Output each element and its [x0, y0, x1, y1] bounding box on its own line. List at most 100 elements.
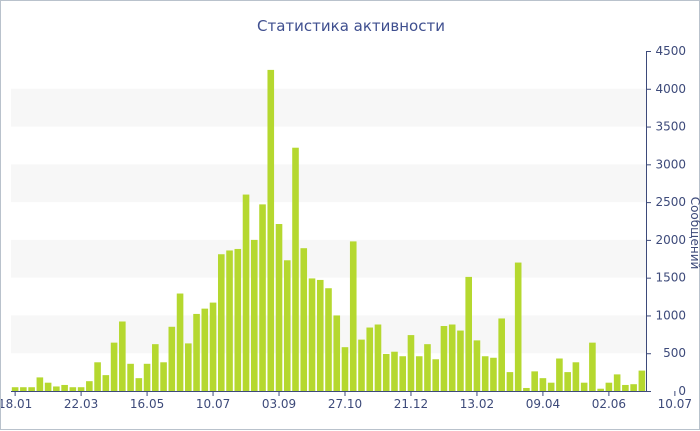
bar[interactable]	[597, 388, 604, 391]
bar[interactable]	[564, 372, 571, 391]
bar[interactable]	[267, 69, 275, 391]
y-tick-label: 3500	[655, 120, 686, 134]
bar[interactable]	[333, 315, 341, 391]
y-tick-label: 2500	[655, 195, 686, 209]
bar[interactable]	[473, 340, 481, 391]
bar[interactable]	[638, 370, 646, 391]
bar[interactable]	[358, 339, 365, 391]
y-axis-ticks: 0 500 1000 1500 2000 2500 3000 3500 4000 4500	[646, 44, 686, 398]
bar[interactable]	[605, 382, 613, 391]
y-tick-label: 4500	[655, 44, 686, 58]
x-tick-label: 13.02	[460, 397, 494, 411]
bar[interactable]	[193, 313, 200, 391]
x-tick-label: 10.07	[658, 397, 692, 411]
bar[interactable]	[382, 353, 390, 391]
bar[interactable]	[547, 382, 555, 391]
bar[interactable]	[234, 248, 242, 391]
bar[interactable]	[424, 344, 431, 391]
bar[interactable]	[152, 344, 159, 391]
bar[interactable]	[259, 204, 266, 391]
bar[interactable]	[69, 387, 77, 391]
x-axis-ticks: 18.01 22.03 16.05 10.07 03.09 27.10 21.12 13.02…	[1, 391, 692, 411]
bar[interactable]	[110, 342, 118, 391]
bar[interactable]	[176, 293, 184, 391]
x-tick-label: 10.07	[196, 397, 230, 411]
x-tick-label: 21.12	[394, 397, 428, 411]
y-tick-label: 500	[663, 346, 686, 360]
bar[interactable]	[53, 386, 60, 391]
bar[interactable]	[135, 378, 143, 391]
bar[interactable]	[77, 387, 85, 391]
bar[interactable]	[523, 387, 530, 391]
bar[interactable]	[250, 239, 258, 391]
bar[interactable]	[481, 356, 489, 391]
bar[interactable]	[160, 362, 167, 391]
bar[interactable]	[432, 359, 440, 391]
bar[interactable]	[185, 343, 192, 391]
bar[interactable]	[531, 371, 538, 391]
bar[interactable]	[86, 381, 93, 391]
bar[interactable]	[102, 375, 110, 391]
bar[interactable]	[399, 356, 407, 391]
bar[interactable]	[341, 347, 349, 391]
bar[interactable]	[168, 326, 176, 391]
x-tick-label: 03.09	[262, 397, 296, 411]
bar[interactable]	[242, 194, 250, 391]
bar[interactable]	[415, 356, 423, 391]
bar[interactable]	[514, 262, 522, 391]
bar[interactable]	[490, 357, 497, 391]
bar[interactable]	[201, 308, 209, 391]
bar[interactable]	[407, 335, 415, 391]
chart-title: Статистика активности	[257, 17, 445, 35]
x-tick-label: 18.01	[1, 397, 32, 411]
bar[interactable]	[94, 362, 101, 391]
bar[interactable]	[440, 326, 448, 391]
bar[interactable]	[127, 363, 134, 391]
y-tick-label: 0	[678, 384, 686, 398]
bar[interactable]	[589, 342, 596, 391]
bar[interactable]	[498, 318, 505, 391]
bar[interactable]	[506, 372, 514, 391]
bar[interactable]	[465, 276, 472, 391]
bar[interactable]	[374, 324, 382, 391]
bar[interactable]	[391, 351, 398, 391]
bar[interactable]	[572, 362, 580, 391]
x-tick-label: 09.04	[526, 397, 560, 411]
bar[interactable]	[630, 384, 637, 391]
bar[interactable]	[448, 324, 456, 391]
bar[interactable]	[613, 374, 621, 391]
bar[interactable]	[217, 254, 225, 391]
bar[interactable]	[622, 384, 629, 391]
bar[interactable]	[539, 378, 547, 391]
y-tick-label: 1500	[655, 271, 686, 285]
bar[interactable]	[36, 377, 44, 391]
bar[interactable]	[61, 384, 68, 391]
bar[interactable]	[325, 288, 332, 391]
bar[interactable]	[20, 387, 27, 391]
bar[interactable]	[580, 382, 588, 391]
bar[interactable]	[44, 382, 52, 391]
bar[interactable]	[226, 250, 233, 391]
bar[interactable]	[300, 248, 308, 391]
bar[interactable]	[349, 241, 357, 391]
x-tick-label: 27.10	[328, 397, 362, 411]
bar[interactable]	[556, 358, 563, 391]
bar[interactable]	[28, 387, 35, 391]
bar[interactable]	[457, 330, 464, 391]
x-tick-label: 22.03	[64, 397, 98, 411]
y-tick-label: 1000	[655, 308, 686, 322]
bar[interactable]	[366, 327, 374, 391]
bar[interactable]	[308, 278, 316, 391]
bar[interactable]	[283, 260, 291, 391]
bar[interactable]	[11, 387, 19, 391]
bar[interactable]	[143, 363, 151, 391]
bar[interactable]	[316, 279, 324, 391]
bar[interactable]	[209, 302, 217, 391]
bar[interactable]	[275, 224, 283, 391]
grid-band	[11, 164, 646, 203]
bar[interactable]	[119, 321, 126, 391]
bar[interactable]	[292, 147, 299, 391]
bar-series	[11, 69, 646, 391]
